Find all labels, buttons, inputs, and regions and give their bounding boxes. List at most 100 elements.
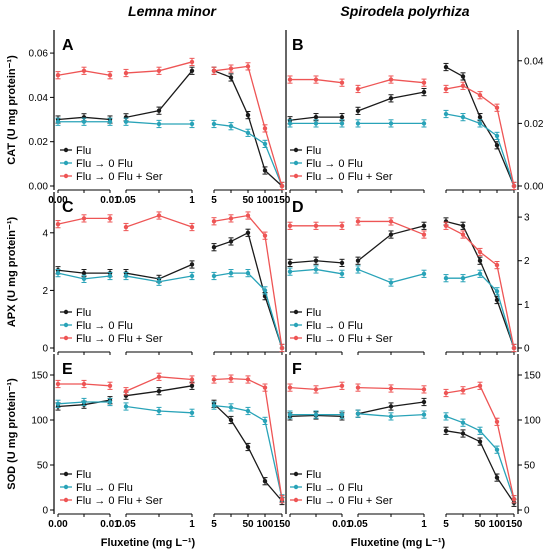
- series-line: [213, 70, 283, 187]
- data-point: [189, 410, 195, 415]
- x-tick-label: 100: [257, 195, 274, 206]
- legend-marker: [63, 173, 69, 179]
- series-line: [445, 220, 515, 349]
- legend-marker: [293, 322, 299, 328]
- data-point: [228, 417, 234, 423]
- data-point: [228, 123, 234, 129]
- data-point: [228, 270, 234, 276]
- data-point: [81, 270, 87, 276]
- data-point: [460, 223, 466, 229]
- data-point: [339, 114, 345, 120]
- legend-label: Flu → 0 Flu + Ser: [306, 495, 393, 507]
- y-axis-label: CAT (U mg protein⁻¹): [6, 55, 18, 165]
- series-line: [213, 231, 283, 349]
- data-point: [494, 447, 500, 452]
- data-point: [107, 273, 113, 279]
- data-point: [81, 119, 87, 124]
- data-point: [460, 431, 466, 436]
- data-point: [443, 428, 449, 433]
- data-point: [313, 412, 319, 417]
- data-point: [443, 64, 449, 70]
- data-point: [460, 74, 466, 79]
- y-tick-label: 0.02: [524, 119, 544, 130]
- legend-label: Flu: [76, 469, 91, 481]
- legend-label: Flu → 0 Flu: [76, 482, 133, 494]
- data-point: [107, 73, 113, 78]
- data-point: [494, 297, 500, 303]
- data-point: [421, 387, 427, 392]
- y-tick-label: 0: [524, 344, 530, 355]
- data-point: [287, 260, 293, 266]
- data-point: [287, 385, 293, 390]
- data-point: [339, 223, 345, 229]
- data-point: [81, 216, 87, 221]
- legend-marker: [63, 309, 69, 315]
- y-tick-label: 0: [42, 344, 48, 355]
- data-point: [245, 213, 251, 218]
- legend-marker: [63, 322, 69, 328]
- y-tick-label: 0.04: [29, 93, 49, 104]
- data-point: [388, 219, 394, 224]
- data-point: [421, 399, 427, 405]
- data-point: [443, 111, 449, 117]
- data-point: [189, 273, 195, 279]
- legend-label: Flu → 0 Flu: [306, 482, 363, 494]
- data-point: [189, 262, 195, 267]
- data-point: [511, 497, 517, 502]
- data-point: [287, 269, 293, 274]
- data-point: [245, 230, 251, 235]
- x-tick-label: 0.05: [116, 519, 136, 530]
- y-tick-label: 100: [524, 416, 541, 427]
- panel-letter: D: [292, 199, 304, 216]
- x-tick-label: 0.01: [332, 519, 352, 530]
- data-point: [443, 275, 449, 281]
- y-tick-label: 100: [31, 416, 48, 427]
- y-tick-label: 2: [524, 256, 530, 267]
- x-tick-label: 100: [489, 519, 506, 530]
- panel-letter: B: [292, 37, 304, 54]
- data-point: [355, 121, 361, 126]
- data-point: [443, 390, 449, 396]
- data-point: [211, 273, 217, 279]
- x-tick-label: 50: [474, 519, 486, 530]
- data-point: [55, 401, 61, 406]
- data-point: [123, 119, 129, 124]
- data-point: [494, 289, 500, 294]
- data-point: [443, 86, 449, 92]
- data-point: [313, 121, 319, 126]
- x-tick-label: 5: [443, 519, 449, 530]
- legend-marker: [63, 497, 69, 503]
- data-point: [262, 385, 268, 390]
- data-point: [55, 221, 61, 227]
- data-point: [189, 59, 195, 65]
- data-point: [156, 213, 162, 218]
- data-point: [421, 223, 427, 229]
- data-point: [388, 77, 394, 82]
- data-point: [287, 77, 293, 82]
- data-point: [81, 68, 87, 74]
- legend-marker: [293, 147, 299, 153]
- data-point: [245, 408, 251, 414]
- data-point: [245, 112, 251, 118]
- data-point: [355, 86, 361, 92]
- data-point: [211, 377, 217, 382]
- data-point: [123, 389, 129, 394]
- data-point: [156, 108, 162, 113]
- y-tick-label: 0: [524, 506, 530, 517]
- data-point: [421, 271, 427, 277]
- data-point: [421, 80, 427, 85]
- title-lemna: Lemna minor: [128, 3, 217, 19]
- data-point: [460, 114, 466, 120]
- panel-letter: A: [62, 37, 74, 54]
- data-point: [355, 219, 361, 224]
- panel-letter: F: [292, 361, 302, 378]
- data-point: [313, 258, 319, 263]
- title-spirodela: Spirodela polyrhiza: [340, 3, 469, 19]
- data-point: [494, 105, 500, 110]
- data-point: [211, 245, 217, 250]
- x-tick-label: 0.00: [48, 519, 68, 530]
- data-point: [421, 412, 427, 417]
- data-point: [262, 141, 268, 147]
